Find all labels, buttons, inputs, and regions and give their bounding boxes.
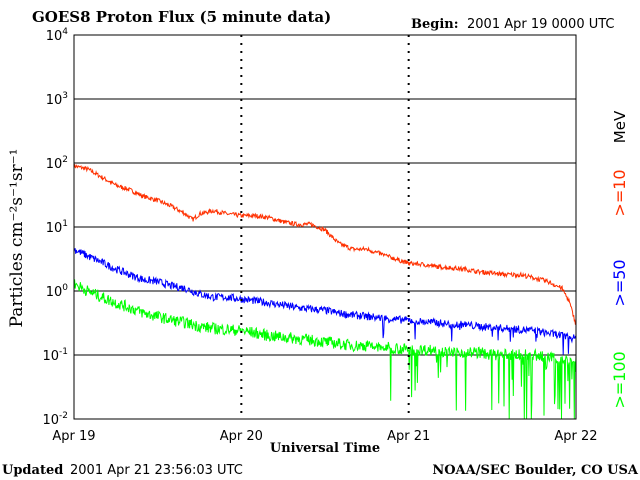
series-line-ge100: [73, 279, 577, 420]
y-tick-exponent: -1: [59, 347, 68, 357]
updated-label: Updated: [2, 463, 63, 478]
legend: MeV >=10 >=50 >=100: [610, 110, 629, 409]
begin-label: Begin:: [411, 17, 459, 32]
y-tick-exponent: -2: [59, 411, 68, 421]
x-axis-label: Universal Time: [270, 441, 380, 456]
series-line-ge10: [73, 164, 577, 325]
x-tick-label: Apr 21: [387, 429, 430, 444]
data-series: [73, 164, 577, 420]
y-tick-exponent: 0: [62, 283, 68, 293]
x-tick-label: Apr 20: [220, 429, 263, 444]
updated-value: 2001 Apr 21 23:56:03 UTC: [70, 463, 243, 478]
legend-item-ge100: >=100: [610, 351, 629, 408]
y-tick-exponent: 3: [62, 91, 68, 101]
day-boundary-ticks: [240, 35, 410, 419]
legend-item-ge50: >=50: [610, 259, 629, 306]
begin-value: 2001 Apr 19 0000 UTC: [467, 17, 615, 32]
x-tick-label: Apr 22: [554, 429, 597, 444]
credit-text: NOAA/SEC Boulder, CO USA: [432, 463, 639, 478]
x-axis-tick-labels: Apr 19 Apr 20 Apr 21 Apr 22: [52, 429, 597, 444]
legend-unit: MeV: [611, 110, 629, 143]
x-tick-label: Apr 19: [52, 429, 95, 444]
y-tick-exponent: 2: [62, 155, 68, 165]
series-line-ge50: [73, 248, 577, 355]
y-tick-exponent: 4: [62, 27, 68, 37]
chart-title: GOES8 Proton Flux (5 minute data): [32, 8, 331, 26]
y-tick-exponent: 1: [62, 219, 68, 229]
plot-frame: [73, 34, 577, 420]
legend-item-ge10: >=10: [610, 169, 629, 216]
y-axis-label: Particles cm⁻²s⁻¹sr⁻¹: [7, 149, 27, 328]
plot-border: [73, 34, 577, 420]
